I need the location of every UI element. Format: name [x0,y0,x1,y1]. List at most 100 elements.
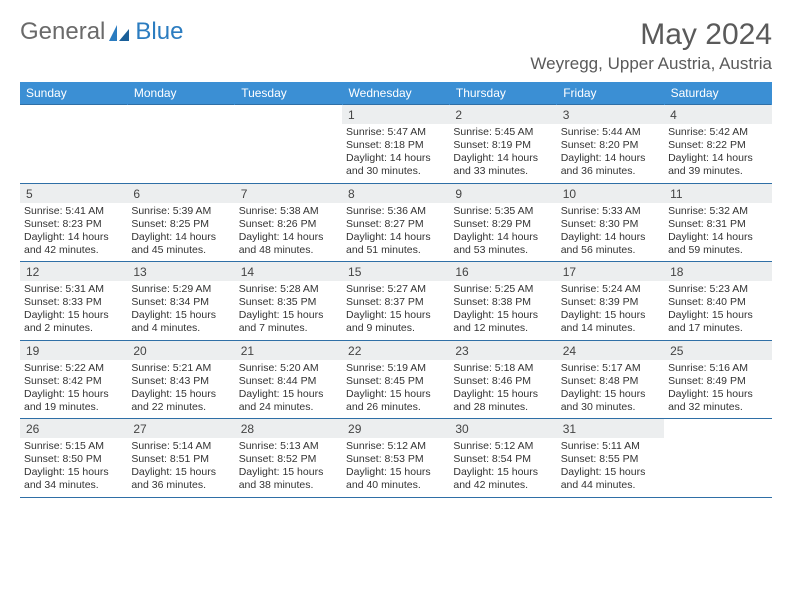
day-body-cell [127,124,234,183]
day-body-cell: Sunrise: 5:28 AMSunset: 8:35 PMDaylight:… [235,281,342,340]
day-number-cell: 9 [449,183,556,203]
day-body-cell: Sunrise: 5:33 AMSunset: 8:30 PMDaylight:… [557,203,664,262]
day-body-cell: Sunrise: 5:22 AMSunset: 8:42 PMDaylight:… [20,360,127,419]
day-number-cell: 3 [557,105,664,125]
day-body-cell: Sunrise: 5:12 AMSunset: 8:54 PMDaylight:… [449,438,556,497]
day-details: Sunrise: 5:24 AMSunset: 8:39 PMDaylight:… [561,281,660,336]
day-body-cell: Sunrise: 5:24 AMSunset: 8:39 PMDaylight:… [557,281,664,340]
day-details: Sunrise: 5:16 AMSunset: 8:49 PMDaylight:… [668,360,767,415]
day-number-cell [20,105,127,125]
day-body-cell: Sunrise: 5:18 AMSunset: 8:46 PMDaylight:… [449,360,556,419]
day-number-cell [664,419,771,439]
day-number-cell: 1 [342,105,449,125]
logo-text-general: General [20,18,105,46]
day-row: Sunrise: 5:22 AMSunset: 8:42 PMDaylight:… [20,360,772,419]
day-body-cell: Sunrise: 5:12 AMSunset: 8:53 PMDaylight:… [342,438,449,497]
daynum-row: 1234 [20,105,772,125]
day-details: Sunrise: 5:29 AMSunset: 8:34 PMDaylight:… [131,281,230,336]
day-number-cell [235,105,342,125]
day-details: Sunrise: 5:18 AMSunset: 8:46 PMDaylight:… [453,360,552,415]
day-body-cell: Sunrise: 5:19 AMSunset: 8:45 PMDaylight:… [342,360,449,419]
daynum-row: 12131415161718 [20,262,772,282]
dow-header: Thursday [449,82,556,105]
logo-sails-icon [107,22,133,42]
day-number-cell: 27 [127,419,234,439]
day-number-cell: 19 [20,340,127,360]
day-body-cell: Sunrise: 5:20 AMSunset: 8:44 PMDaylight:… [235,360,342,419]
day-details: Sunrise: 5:42 AMSunset: 8:22 PMDaylight:… [668,124,767,179]
day-number-cell: 11 [664,183,771,203]
daynum-row: 19202122232425 [20,340,772,360]
dow-header: Saturday [664,82,771,105]
day-number-cell: 17 [557,262,664,282]
day-details: Sunrise: 5:33 AMSunset: 8:30 PMDaylight:… [561,203,660,258]
day-body-cell: Sunrise: 5:13 AMSunset: 8:52 PMDaylight:… [235,438,342,497]
day-body-cell: Sunrise: 5:11 AMSunset: 8:55 PMDaylight:… [557,438,664,497]
day-details: Sunrise: 5:13 AMSunset: 8:52 PMDaylight:… [239,438,338,493]
dow-header: Sunday [20,82,127,105]
day-details: Sunrise: 5:25 AMSunset: 8:38 PMDaylight:… [453,281,552,336]
day-body-cell: Sunrise: 5:14 AMSunset: 8:51 PMDaylight:… [127,438,234,497]
day-body-cell: Sunrise: 5:23 AMSunset: 8:40 PMDaylight:… [664,281,771,340]
calendar-table: SundayMondayTuesdayWednesdayThursdayFrid… [20,82,772,498]
day-body-cell: Sunrise: 5:41 AMSunset: 8:23 PMDaylight:… [20,203,127,262]
day-body-cell: Sunrise: 5:15 AMSunset: 8:50 PMDaylight:… [20,438,127,497]
day-details: Sunrise: 5:39 AMSunset: 8:25 PMDaylight:… [131,203,230,258]
day-number-cell: 31 [557,419,664,439]
day-body-cell: Sunrise: 5:17 AMSunset: 8:48 PMDaylight:… [557,360,664,419]
logo: General Blue [20,18,183,46]
day-details: Sunrise: 5:12 AMSunset: 8:54 PMDaylight:… [453,438,552,493]
day-body-cell: Sunrise: 5:47 AMSunset: 8:18 PMDaylight:… [342,124,449,183]
day-details: Sunrise: 5:45 AMSunset: 8:19 PMDaylight:… [453,124,552,179]
day-body-cell: Sunrise: 5:45 AMSunset: 8:19 PMDaylight:… [449,124,556,183]
day-details: Sunrise: 5:17 AMSunset: 8:48 PMDaylight:… [561,360,660,415]
day-details: Sunrise: 5:31 AMSunset: 8:33 PMDaylight:… [24,281,123,336]
day-body-cell: Sunrise: 5:21 AMSunset: 8:43 PMDaylight:… [127,360,234,419]
day-details: Sunrise: 5:21 AMSunset: 8:43 PMDaylight:… [131,360,230,415]
day-number-cell: 8 [342,183,449,203]
day-details: Sunrise: 5:14 AMSunset: 8:51 PMDaylight:… [131,438,230,493]
day-details: Sunrise: 5:32 AMSunset: 8:31 PMDaylight:… [668,203,767,258]
dow-row: SundayMondayTuesdayWednesdayThursdayFrid… [20,82,772,105]
day-body-cell [235,124,342,183]
day-body-cell: Sunrise: 5:36 AMSunset: 8:27 PMDaylight:… [342,203,449,262]
day-details: Sunrise: 5:22 AMSunset: 8:42 PMDaylight:… [24,360,123,415]
day-body-cell: Sunrise: 5:44 AMSunset: 8:20 PMDaylight:… [557,124,664,183]
day-number-cell: 28 [235,419,342,439]
day-body-cell: Sunrise: 5:39 AMSunset: 8:25 PMDaylight:… [127,203,234,262]
day-row: Sunrise: 5:15 AMSunset: 8:50 PMDaylight:… [20,438,772,497]
daynum-row: 262728293031 [20,419,772,439]
day-number-cell: 29 [342,419,449,439]
day-number-cell [127,105,234,125]
dow-header: Monday [127,82,234,105]
day-row: Sunrise: 5:41 AMSunset: 8:23 PMDaylight:… [20,203,772,262]
day-number-cell: 7 [235,183,342,203]
day-body-cell: Sunrise: 5:29 AMSunset: 8:34 PMDaylight:… [127,281,234,340]
day-row: Sunrise: 5:47 AMSunset: 8:18 PMDaylight:… [20,124,772,183]
day-body-cell: Sunrise: 5:42 AMSunset: 8:22 PMDaylight:… [664,124,771,183]
day-number-cell: 5 [20,183,127,203]
dow-header: Wednesday [342,82,449,105]
day-number-cell: 23 [449,340,556,360]
dow-header: Tuesday [235,82,342,105]
day-body-cell: Sunrise: 5:27 AMSunset: 8:37 PMDaylight:… [342,281,449,340]
day-number-cell: 6 [127,183,234,203]
day-number-cell: 21 [235,340,342,360]
day-details: Sunrise: 5:12 AMSunset: 8:53 PMDaylight:… [346,438,445,493]
day-number-cell: 25 [664,340,771,360]
title-block: May 2024 Weyregg, Upper Austria, Austria [530,18,772,74]
day-number-cell: 18 [664,262,771,282]
day-body-cell: Sunrise: 5:32 AMSunset: 8:31 PMDaylight:… [664,203,771,262]
day-number-cell: 30 [449,419,556,439]
day-number-cell: 24 [557,340,664,360]
day-number-cell: 14 [235,262,342,282]
day-row: Sunrise: 5:31 AMSunset: 8:33 PMDaylight:… [20,281,772,340]
day-number-cell: 2 [449,105,556,125]
day-details: Sunrise: 5:15 AMSunset: 8:50 PMDaylight:… [24,438,123,493]
day-details: Sunrise: 5:27 AMSunset: 8:37 PMDaylight:… [346,281,445,336]
day-details: Sunrise: 5:28 AMSunset: 8:35 PMDaylight:… [239,281,338,336]
day-body-cell: Sunrise: 5:35 AMSunset: 8:29 PMDaylight:… [449,203,556,262]
dow-header: Friday [557,82,664,105]
day-details: Sunrise: 5:19 AMSunset: 8:45 PMDaylight:… [346,360,445,415]
day-number-cell: 20 [127,340,234,360]
